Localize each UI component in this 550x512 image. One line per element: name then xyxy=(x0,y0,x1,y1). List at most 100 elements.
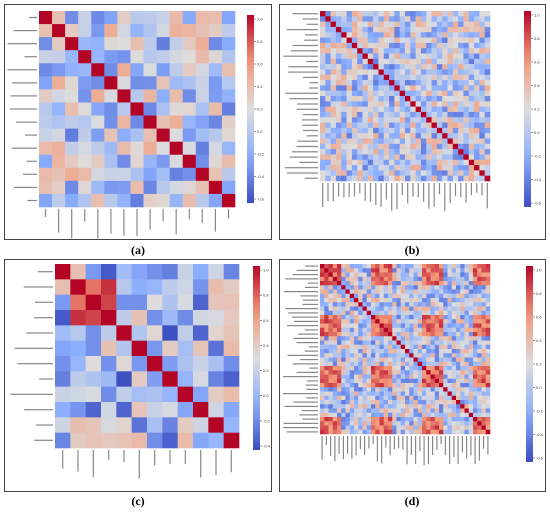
heatmap-cell xyxy=(379,281,385,286)
heatmap-cell xyxy=(332,281,338,286)
heatmap-cell xyxy=(468,417,474,422)
heatmap-cell xyxy=(409,391,414,397)
heatmap-cell xyxy=(430,268,436,273)
heatmap-cell xyxy=(330,117,337,123)
heatmap-cell xyxy=(464,383,470,388)
heatmap-cell xyxy=(346,58,353,65)
heatmap-cell xyxy=(460,349,465,354)
heatmap-cell xyxy=(52,154,66,169)
heatmap-cell xyxy=(422,323,427,329)
heatmap-cell xyxy=(430,332,436,337)
row-label xyxy=(306,23,318,25)
heatmap-cell xyxy=(143,167,157,182)
heatmap-cell xyxy=(479,101,485,107)
heatmap-cell xyxy=(337,425,342,431)
heatmap-cell xyxy=(354,400,359,405)
heatmap-cell xyxy=(388,425,393,431)
heatmap-cell xyxy=(481,425,487,431)
heatmap-cell xyxy=(456,383,461,388)
heatmap-cell xyxy=(354,310,359,316)
colorbar-tick-label: 0.2 xyxy=(257,107,263,112)
heatmap-cell xyxy=(474,96,480,102)
heatmap-cell xyxy=(430,302,436,307)
heatmap-cell xyxy=(477,281,482,286)
col-label xyxy=(123,209,125,236)
heatmap-cell xyxy=(464,281,470,286)
row-label xyxy=(24,56,37,58)
heatmap-cell xyxy=(420,53,427,60)
heatmap-cell xyxy=(422,310,427,316)
heatmap-cell xyxy=(367,53,374,60)
heatmap-cell xyxy=(405,85,411,91)
heatmap-cell xyxy=(383,11,390,17)
heatmap-cell xyxy=(447,85,454,91)
heatmap-cell xyxy=(468,127,475,134)
heatmap-cell xyxy=(400,268,406,273)
heatmap-cell xyxy=(389,48,395,54)
heatmap-cell xyxy=(463,143,470,150)
col-label xyxy=(487,436,489,455)
heatmap-cell xyxy=(422,272,427,278)
heatmap-cell xyxy=(208,310,224,326)
heatmap-cell xyxy=(405,315,410,320)
heatmap-cell xyxy=(362,170,369,176)
heatmap-cell xyxy=(439,349,444,354)
heatmap-cell xyxy=(400,391,406,397)
heatmap-cell xyxy=(324,408,329,414)
heatmap-cell xyxy=(358,378,363,384)
heatmap-cell xyxy=(430,400,436,405)
heatmap-cell xyxy=(474,16,480,22)
heatmap-cell xyxy=(193,371,209,387)
heatmap-cell xyxy=(357,64,363,70)
heatmap-cell xyxy=(328,374,334,380)
heatmap-cell xyxy=(335,69,342,76)
heatmap-cell xyxy=(371,268,376,273)
heatmap-cell xyxy=(349,387,355,392)
heatmap-cell xyxy=(464,327,470,333)
heatmap-cell xyxy=(479,106,485,113)
heatmap-cell xyxy=(367,149,374,155)
heatmap-cell xyxy=(324,404,329,409)
heatmap-cell xyxy=(468,332,474,337)
row-label xyxy=(296,269,318,271)
heatmap-cell xyxy=(439,429,444,435)
heatmap-a: 1.00.80.60.40.20.0-0.2-0.4-0.6 xyxy=(7,11,265,239)
heatmap-cell xyxy=(452,159,459,166)
heatmap-cell xyxy=(354,302,359,307)
heatmap-cell xyxy=(451,344,457,350)
heatmap-cell xyxy=(378,90,385,97)
heatmap-cell xyxy=(439,391,444,397)
heatmap-cell xyxy=(337,421,342,426)
heatmap-cell xyxy=(451,340,457,346)
heatmap-cell xyxy=(479,159,485,166)
heatmap-cell xyxy=(375,404,380,409)
heatmap-cell xyxy=(417,412,423,418)
row-label xyxy=(305,34,318,36)
heatmap-cell xyxy=(367,69,374,76)
heatmap-cell xyxy=(463,16,470,22)
heatmap-cell xyxy=(335,11,342,17)
heatmap-cell xyxy=(367,170,374,176)
heatmap-cell xyxy=(442,159,448,166)
heatmap-cell xyxy=(468,395,474,401)
heatmap-cell xyxy=(434,395,440,401)
heatmap-cell xyxy=(422,400,427,405)
heatmap-cell xyxy=(460,387,465,392)
heatmap-cell xyxy=(117,128,131,142)
heatmap-cell xyxy=(451,361,457,367)
heatmap-cell xyxy=(375,302,380,307)
heatmap-cell xyxy=(85,386,102,403)
heatmap-cell xyxy=(447,302,453,307)
heatmap-cell xyxy=(420,74,427,81)
heatmap-cell xyxy=(417,310,423,316)
heatmap-cell xyxy=(415,165,422,171)
heatmap-cell xyxy=(415,90,422,97)
heatmap-cell xyxy=(426,80,432,86)
heatmap-cell xyxy=(464,302,470,307)
heatmap-cell xyxy=(330,42,337,49)
heatmap-cell xyxy=(349,361,355,367)
heatmap-cell xyxy=(442,58,448,65)
heatmap-cell xyxy=(439,387,444,392)
heatmap-cell xyxy=(354,391,359,397)
heatmap-cell xyxy=(392,412,397,418)
